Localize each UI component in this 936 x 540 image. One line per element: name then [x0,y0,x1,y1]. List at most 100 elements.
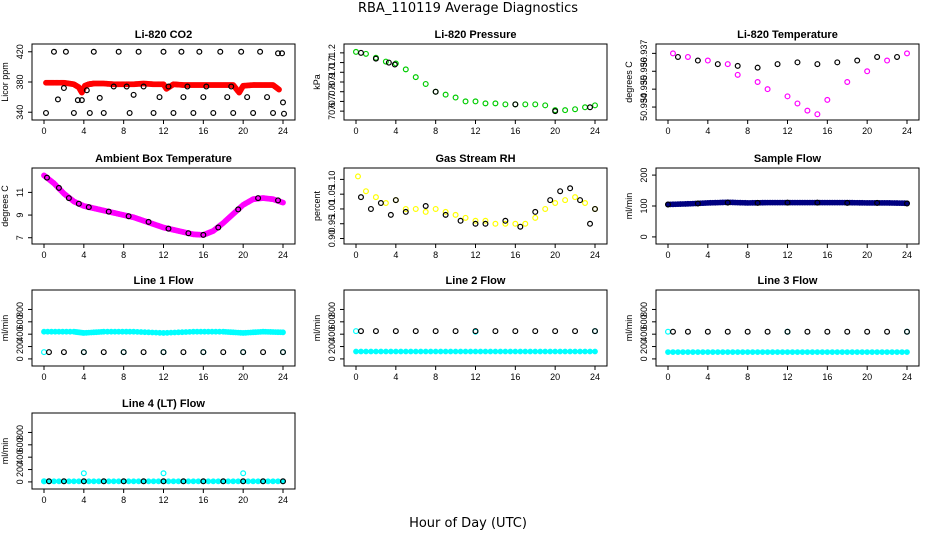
data-point [230,109,237,116]
data-point [864,68,871,75]
data-point [115,48,122,55]
data-point [814,61,821,68]
x-tick-label: 4 [81,495,86,505]
data-point [130,91,137,98]
data-point [78,97,85,104]
x-tick-label: 16 [510,126,520,136]
y-axis-label: kPa [312,74,322,90]
data-point [699,349,706,356]
data-point [260,478,267,485]
x-tick-label: 8 [121,372,126,382]
data-point [854,57,861,64]
data-point [180,478,187,485]
series-group [40,470,287,485]
data-point [184,83,191,90]
y-tick-label: 1.05 [327,185,337,203]
x-tick-label: 20 [550,250,560,260]
data-point [220,349,227,356]
y-tick-label: 200 [15,462,25,477]
data-point [200,94,207,101]
x-tick-label: 16 [510,372,520,382]
data-point [42,109,49,116]
data-point [744,328,751,335]
x-tick-label: 24 [590,250,600,260]
data-point [391,61,398,68]
data-point [437,348,444,355]
data-point [894,53,901,60]
data-point [160,470,167,477]
data-point [759,349,766,356]
data-point [196,48,203,55]
data-point [572,194,579,201]
data-point [70,478,77,485]
data-point [829,349,836,356]
data-point [160,48,167,55]
data-point [353,328,360,335]
y-tick-label: 70.7 [327,93,337,111]
data-point [402,348,409,355]
data-point [562,197,569,204]
data-point [532,348,539,355]
data-point [789,349,796,356]
data-point [372,55,379,62]
panel-10: Line 4 (LT) Flow ml/min 0 4 8 12 16 20 24 0 200400… [0,398,296,505]
data-point [165,83,172,90]
data-point [532,328,539,335]
x-tick-label: 0 [41,250,46,260]
x-tick-label: 8 [121,495,126,505]
data-point [502,101,509,108]
data-point [794,100,801,107]
data-point [492,220,499,227]
data-point [392,348,399,355]
x-tick-label: 4 [393,372,398,382]
data-point [457,348,464,355]
data-point [874,53,881,60]
data-point [385,59,392,66]
data-point [85,204,92,211]
data-point [482,220,489,227]
x-tick-label: 8 [745,372,750,382]
data-point [387,211,394,218]
data-point [567,348,574,355]
data-point [552,108,559,115]
data-point [674,53,681,60]
y-tick-label: 200 [639,168,649,183]
data-point [235,478,242,485]
data-point [724,199,731,206]
data-point [784,93,791,100]
data-point [220,478,227,485]
data-point [587,104,594,111]
data-point [889,349,895,356]
x-tick-label: 4 [393,126,398,136]
x-tick-label: 24 [278,126,288,136]
data-point [814,349,821,356]
data-point [275,197,282,204]
data-point [65,195,72,202]
data-point [591,328,598,335]
y-tick-label: 800 [15,302,25,317]
data-point [472,98,479,105]
data-point [527,348,534,355]
x-tick-label: 16 [198,372,208,382]
data-point [844,78,851,85]
data-point [457,217,464,224]
data-point [120,478,127,485]
data-point [532,208,539,215]
panel-title: Sample Flow [754,153,822,165]
x-tick-label: 24 [902,372,912,382]
y-tick-label: 600 [639,314,649,329]
data-point [250,478,257,485]
data-point [844,199,851,206]
data-point [427,348,434,355]
data-point [582,348,588,355]
data-point [230,478,237,485]
data-point [382,58,389,65]
data-point [591,205,598,212]
data-point [502,348,509,355]
y-tick-label: 600 [327,314,337,329]
data-point [280,349,287,356]
data-point [864,349,871,356]
data-point [215,478,222,485]
data-point [844,349,851,356]
data-point [382,348,389,355]
